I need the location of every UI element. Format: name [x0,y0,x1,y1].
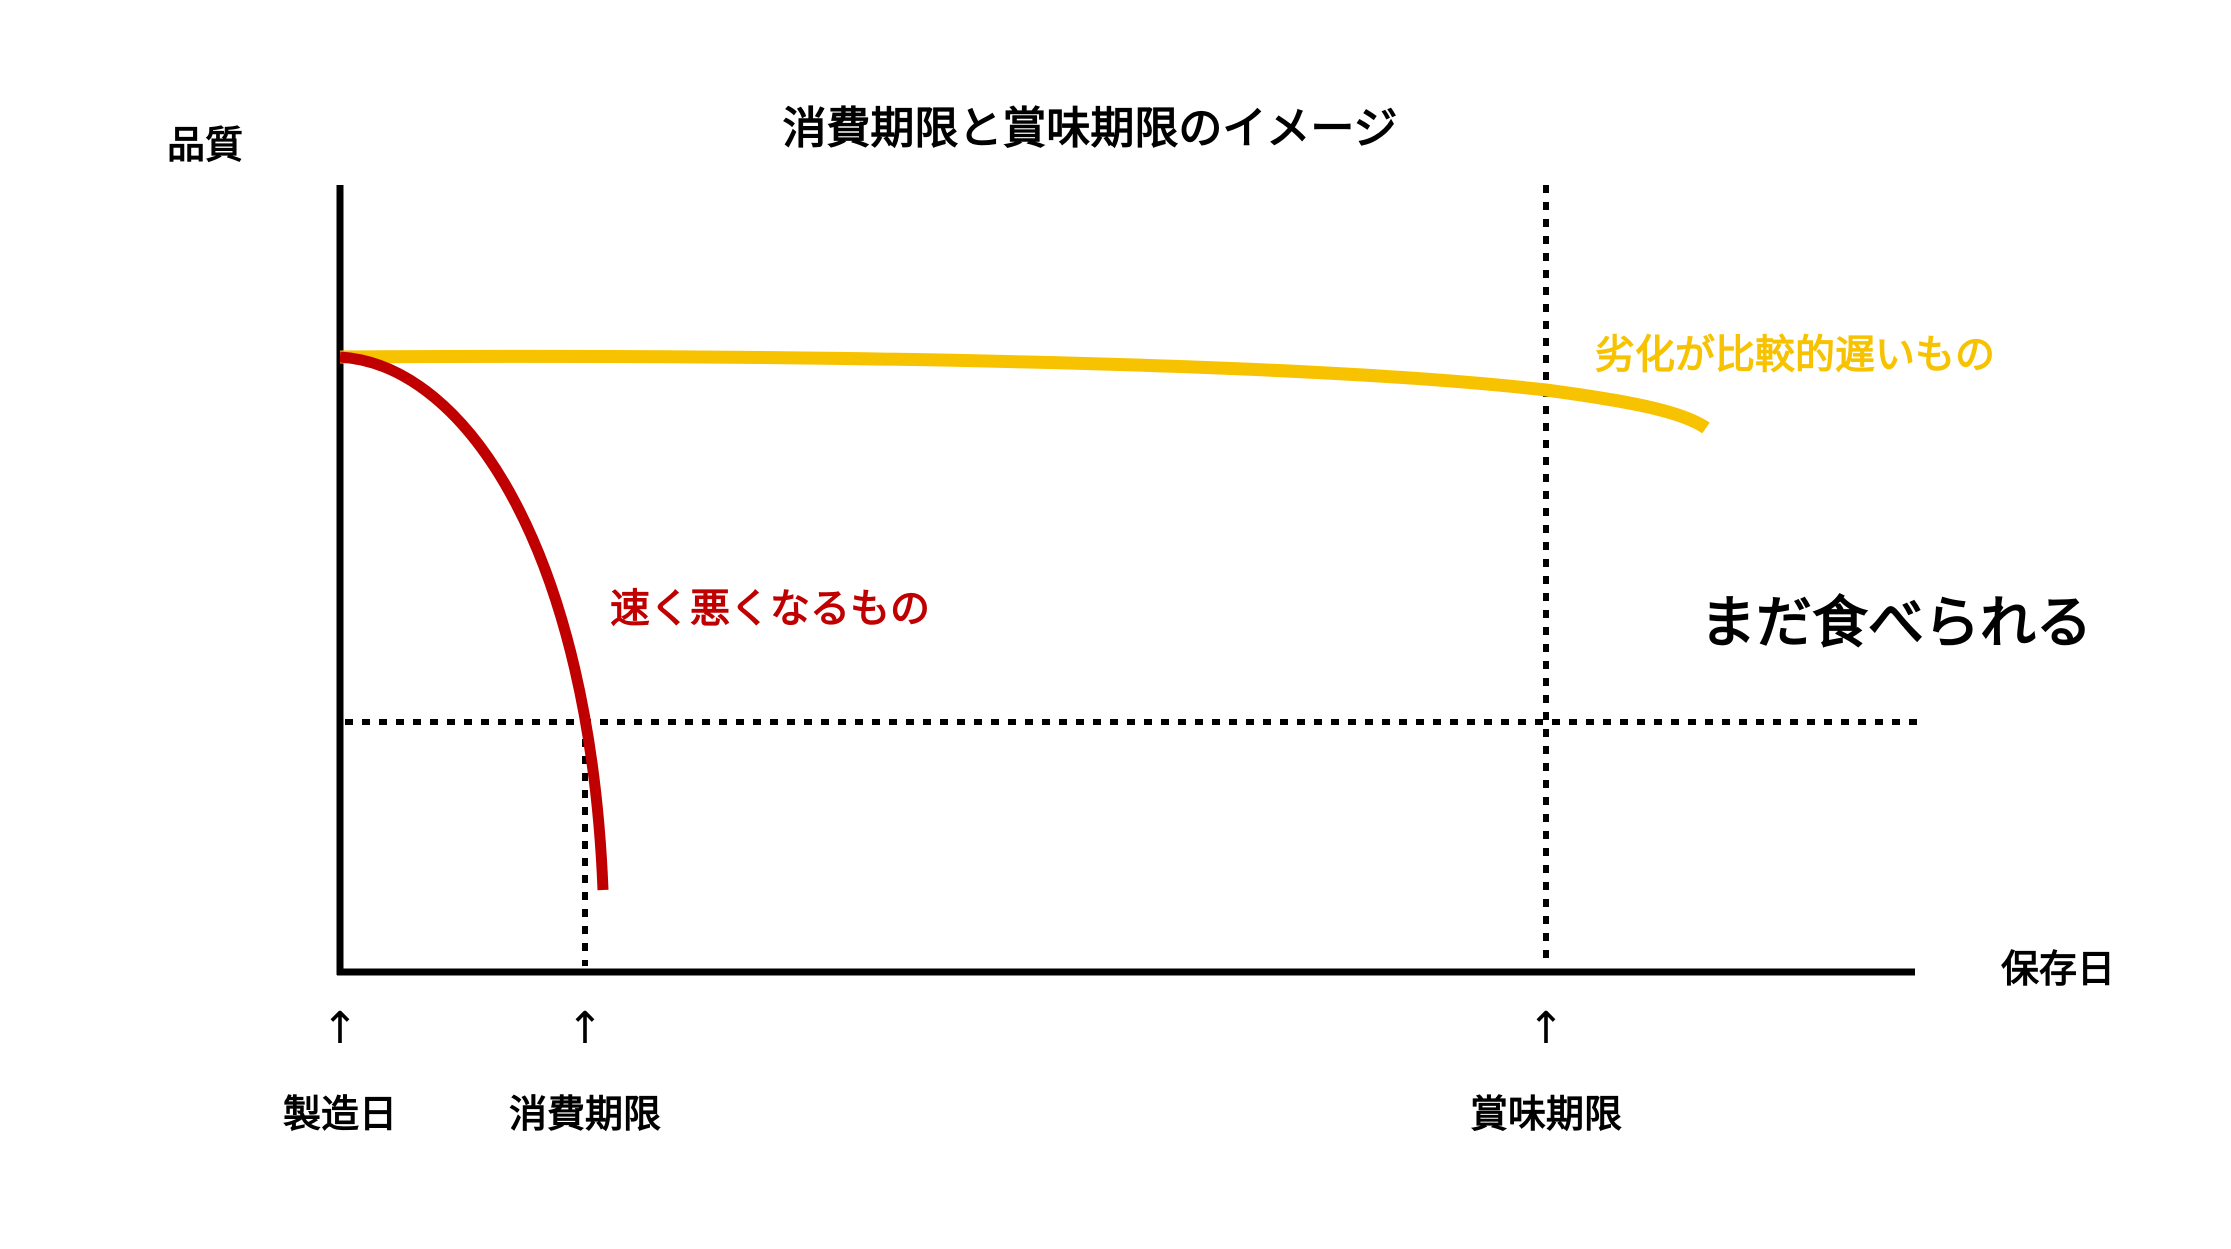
still-edible-label: まだ食べられる [1700,591,2092,656]
best-before-arrow-icon: ↑ [1528,1003,1565,1054]
y-axis-label: 品質 [167,123,243,167]
fast-curve-label: 速く悪くなるもの [610,586,930,632]
slow-deterioration-curve [339,349,1710,434]
x-axis-label: 保存日 [2001,947,2115,991]
diagram-title: 消費期限と賞味期限のイメージ [782,103,1397,154]
slow-curve-label: 劣化が比較的遅いもの [1595,332,1995,378]
fast-deterioration-curve [339,351,609,891]
best-before-date-label: 賞味期限 [1470,1092,1622,1136]
production-date-label: 製造日 [283,1092,397,1136]
use-by-arrow-icon: ↑ [567,1003,604,1054]
production-arrow-icon: ↑ [322,1003,359,1054]
use-by-date-label: 消費期限 [509,1092,661,1136]
